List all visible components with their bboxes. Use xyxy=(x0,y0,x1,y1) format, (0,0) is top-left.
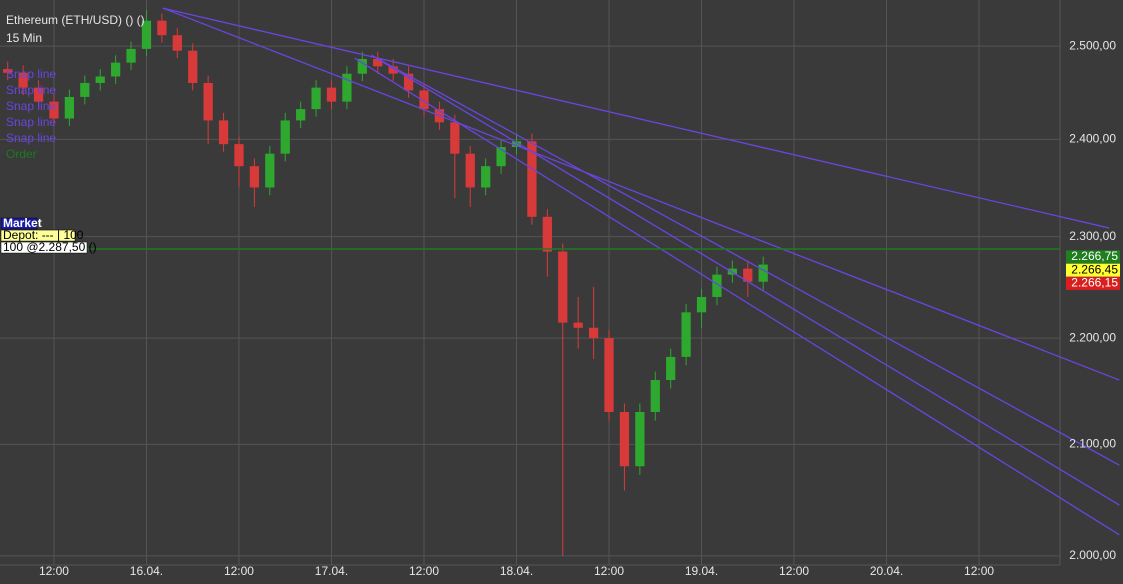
candle-body xyxy=(342,73,352,102)
candle-body xyxy=(172,35,182,51)
candle-body xyxy=(95,76,105,83)
y-tick-label: 2.300,00 xyxy=(1069,229,1116,243)
candle-body xyxy=(450,122,460,154)
x-tick-label: 12:00 xyxy=(964,564,994,578)
candle-body xyxy=(373,58,383,67)
x-tick-label: 12:00 xyxy=(224,564,254,578)
price-label: 2.266,15 xyxy=(1071,276,1118,290)
candle-body xyxy=(33,87,44,102)
candle-body xyxy=(604,338,614,412)
candle-body xyxy=(126,48,136,63)
trendline xyxy=(354,57,1120,536)
candle-body xyxy=(527,141,537,217)
x-tick-label: 12:00 xyxy=(779,564,809,578)
candle-body xyxy=(511,141,522,148)
legend-entry: Snap line xyxy=(6,131,56,145)
trendline xyxy=(371,54,1120,466)
order-box-label: Market xyxy=(3,216,42,230)
plot xyxy=(0,7,1120,556)
x-tick-label: 12:00 xyxy=(409,564,439,578)
x-tick-label: 16.04. xyxy=(130,564,163,578)
candle-body xyxy=(188,50,198,83)
x-tick-label: 18.04. xyxy=(500,564,533,578)
candle-body xyxy=(234,144,244,167)
y-tick-label: 2.500,00 xyxy=(1069,38,1116,52)
legend-entry: Order xyxy=(6,147,37,161)
candle-body xyxy=(481,166,491,188)
candle-body xyxy=(588,327,599,339)
candle-body xyxy=(203,82,213,121)
order-box-label: Depot: --- | 100 xyxy=(3,228,84,242)
legend-entry: Snap line xyxy=(6,67,56,81)
order-box xyxy=(0,229,76,242)
candle-body xyxy=(696,296,707,313)
y-tick-label: 2.100,00 xyxy=(1069,437,1116,451)
candle-body xyxy=(18,72,28,88)
candle-body xyxy=(388,66,398,74)
candle-body xyxy=(311,87,321,110)
chart-title: Ethereum (ETH/USD) () () xyxy=(6,13,145,27)
candle-body xyxy=(141,20,152,49)
candle-body xyxy=(280,120,290,154)
candle-body xyxy=(265,153,275,188)
candle-body xyxy=(758,264,768,282)
candle-body xyxy=(573,322,583,328)
price-label-box xyxy=(1066,250,1120,264)
trendline xyxy=(371,54,1120,506)
legend-entry: Snap line xyxy=(6,83,56,97)
candle-body xyxy=(157,20,167,36)
y-tick-label: 2.200,00 xyxy=(1069,330,1116,344)
trendline xyxy=(162,7,1120,381)
overlay: 2.000,00 2.100,00 2.200,00 2.300,00 2.400,00… xyxy=(0,38,1120,578)
x-tick-label: 17.04. xyxy=(315,564,348,578)
candle-body xyxy=(712,274,722,297)
candle-body xyxy=(357,58,367,74)
candle-body xyxy=(635,411,645,467)
x-tick-label: 19.04. xyxy=(685,564,718,578)
candle-body xyxy=(666,356,676,381)
candle-body xyxy=(419,90,429,110)
candle-body xyxy=(743,268,753,282)
candle-body xyxy=(64,96,75,119)
candle-body xyxy=(218,120,229,145)
order-box xyxy=(0,241,88,254)
candle-body xyxy=(3,69,13,73)
candle-body xyxy=(465,153,475,188)
x-tick-label: 20.04. xyxy=(870,564,903,578)
candle-body xyxy=(619,411,630,467)
candle-body xyxy=(80,82,90,97)
candle-body xyxy=(249,166,260,188)
candle-body xyxy=(111,62,121,77)
candle-body xyxy=(681,312,691,357)
candle-body xyxy=(496,147,506,167)
price-label: 2.266,75 xyxy=(1071,249,1118,263)
candle-body xyxy=(558,251,568,323)
price-label-box xyxy=(1066,276,1120,290)
x-tick-label: 12:00 xyxy=(39,564,69,578)
trendline xyxy=(162,7,1110,229)
legend-entry: Snap line xyxy=(6,99,56,113)
y-tick-label: 2.000,00 xyxy=(1069,548,1116,562)
candle-body xyxy=(49,101,59,119)
order-box xyxy=(0,217,38,230)
order-box-label: 100 @2.287,50 () xyxy=(3,240,97,254)
legend-entry: Snap line xyxy=(6,115,56,129)
price-label-box xyxy=(1066,263,1120,277)
chart-subtitle: 15 Min xyxy=(6,31,42,45)
candle-body xyxy=(403,73,414,91)
price-label: 2.266,45 xyxy=(1071,262,1118,276)
y-tick-label: 2.400,00 xyxy=(1069,132,1116,146)
x-tick-label: 12:00 xyxy=(594,564,624,578)
candle-body xyxy=(296,109,306,121)
candle-body xyxy=(542,216,552,252)
candle-body xyxy=(326,87,337,102)
candle-body xyxy=(650,380,660,412)
